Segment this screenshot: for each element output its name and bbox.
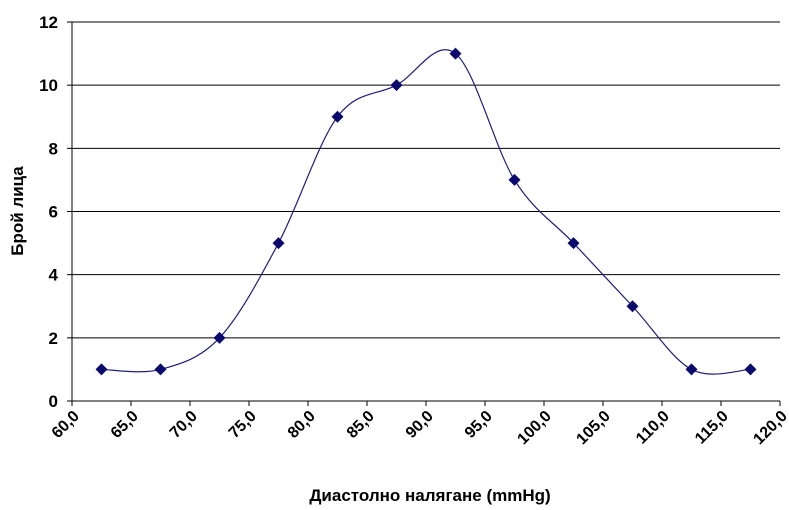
- data-point-6: [449, 47, 462, 60]
- y-axis-title: Брой лица: [8, 166, 27, 256]
- axes: [67, 21, 781, 406]
- data-point-0: [95, 363, 108, 376]
- data-point-7: [508, 173, 521, 186]
- x-axis-title: Диастолно налягане (mmHg): [309, 486, 550, 505]
- grid-lines: [72, 21, 780, 339]
- y-tick-label: 6: [49, 203, 58, 222]
- data-point-4: [331, 110, 344, 123]
- y-tick-label: 10: [39, 76, 58, 95]
- data-point-8: [567, 237, 580, 250]
- y-tick-label: 12: [39, 13, 58, 32]
- y-tick-label: 8: [49, 139, 58, 158]
- data-points: [95, 47, 757, 376]
- data-point-3: [272, 237, 285, 250]
- data-point-5: [390, 79, 403, 92]
- data-point-2: [213, 331, 226, 344]
- y-tick-label: 2: [49, 329, 58, 348]
- data-point-11: [744, 363, 757, 376]
- data-point-9: [626, 300, 639, 313]
- y-tick-labels: 0 2 4 6 8 10 12: [39, 13, 58, 411]
- data-point-10: [685, 363, 698, 376]
- y-tick-label: 0: [49, 392, 58, 411]
- data-point-1: [154, 363, 167, 376]
- y-tick-label: 4: [49, 266, 59, 285]
